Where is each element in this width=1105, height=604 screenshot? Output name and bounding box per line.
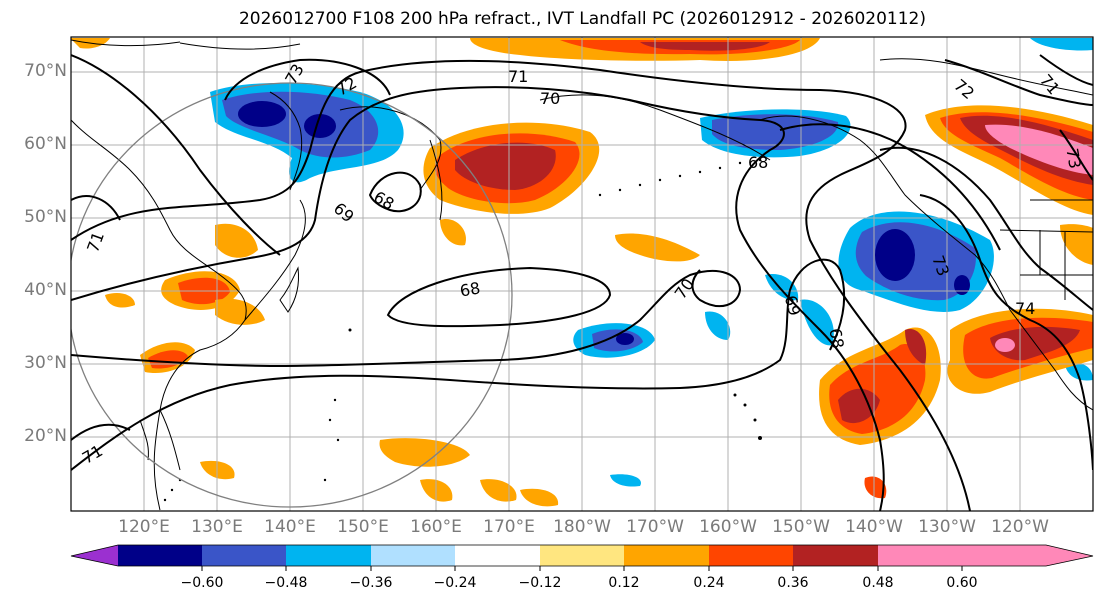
colorbar-extend-high [962, 545, 1093, 566]
colorbar-bin [624, 545, 709, 566]
colorbar-bin [793, 545, 878, 566]
colorbar-bin [540, 545, 624, 566]
lon-label: 180°W [553, 517, 611, 537]
refractivity-contours [71, 54, 1093, 511]
gridlines [71, 37, 1093, 511]
contour-label: 71 [508, 67, 528, 86]
lon-label: 170°E [483, 517, 535, 537]
colorbar-label: −0.24 [433, 575, 477, 591]
contour-label: 68 [748, 153, 768, 172]
lon-label: 140°E [264, 517, 316, 537]
lat-label: 40°N [24, 280, 67, 300]
lon-label: 130°W [918, 517, 976, 537]
colorbar-label: 0.48 [862, 575, 894, 591]
colorbar-bin [371, 545, 455, 566]
contour-label: 70 [540, 89, 560, 108]
contour-label: 73 [1062, 147, 1084, 170]
colorbar-bin [878, 545, 962, 566]
colorbar [70, 544, 1094, 571]
lon-label: 150°W [772, 517, 830, 537]
colorbar-label: −0.36 [349, 575, 393, 591]
shaded-anomalies [71, 38, 1093, 507]
lat-label: 30°N [24, 353, 67, 373]
colorbar-bin [709, 545, 793, 566]
colorbar-label: 0.60 [946, 575, 978, 591]
colorbar-bin [286, 545, 371, 566]
lon-label: 120°E [118, 517, 170, 537]
colorbar-label: −0.60 [180, 575, 224, 591]
colorbar-bin [202, 545, 286, 566]
islands [163, 158, 762, 502]
contour-label: 74 [1015, 299, 1035, 318]
lat-label: 60°N [24, 134, 67, 154]
map-frame [70, 36, 1094, 512]
lon-label: 160°W [699, 517, 757, 537]
colorbar-extend-low [71, 545, 118, 566]
contour-label: 68 [458, 278, 481, 300]
lon-label: 140°W [845, 517, 903, 537]
lon-label: 120°W [991, 517, 1049, 537]
colorbar-label: 0.12 [608, 575, 640, 591]
colorbar-bin [455, 545, 540, 566]
colorbar-bin [118, 545, 202, 566]
lat-label: 50°N [24, 207, 67, 227]
contour-label: 68 [825, 327, 847, 350]
colorbar-label: −0.48 [264, 575, 308, 591]
lat-label: 70°N [24, 61, 67, 81]
lat-label: 20°N [24, 426, 67, 446]
colorbar-label: 0.24 [693, 575, 725, 591]
lon-label: 170°W [626, 517, 684, 537]
colorbar-label: −0.12 [518, 575, 562, 591]
lon-label: 150°E [337, 517, 389, 537]
map-title: 2026012700 F108 200 hPa refract., IVT La… [238, 9, 926, 29]
contour-label: 69 [781, 293, 805, 318]
lon-label: 160°E [410, 517, 462, 537]
lon-label: 130°E [191, 517, 243, 537]
colorbar-label: 0.36 [777, 575, 809, 591]
radius-circle [71, 82, 513, 508]
